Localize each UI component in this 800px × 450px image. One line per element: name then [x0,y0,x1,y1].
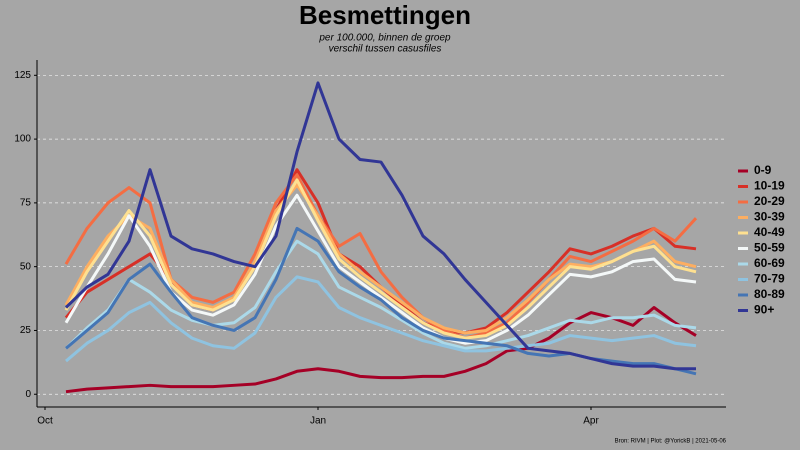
y-tick-label: 100 [14,134,31,145]
chart-subtitle: verschil tussen casusfiles [329,44,442,55]
x-tick-label: Apr [583,416,599,427]
x-tick-label: Jan [310,416,326,427]
x-tick-label: Oct [37,416,53,427]
series-line [64,239,697,350]
chart-title: Besmettingen [299,0,471,30]
legend-label: 20-29 [754,194,785,208]
series-line [65,275,697,363]
legend-label: 30-39 [754,210,785,224]
legend-label: 80-89 [754,287,785,301]
series-line [64,183,697,335]
legend-label: 50-59 [754,241,785,255]
series-line [64,178,697,340]
y-tick-label: 0 [25,389,31,400]
y-tick-label: 75 [20,198,32,209]
chart-subtitle: per 100.000, binnen de groep [318,33,451,44]
legend-label: 70-79 [754,272,785,286]
legend-label: 40-49 [754,225,785,239]
series-line [65,305,697,394]
legend-label: 90+ [754,303,774,317]
y-tick-label: 125 [14,70,31,81]
y-tick-label: 25 [20,325,32,336]
legend-label: 10-19 [754,179,785,193]
caption: Bron: RIVM | Plot: @YorickB | 2021-05-06 [615,439,727,445]
legend-label: 60-69 [754,256,785,270]
series-line [64,81,696,371]
y-tick-label: 50 [20,261,32,272]
legend-label: 0-9 [754,163,772,177]
